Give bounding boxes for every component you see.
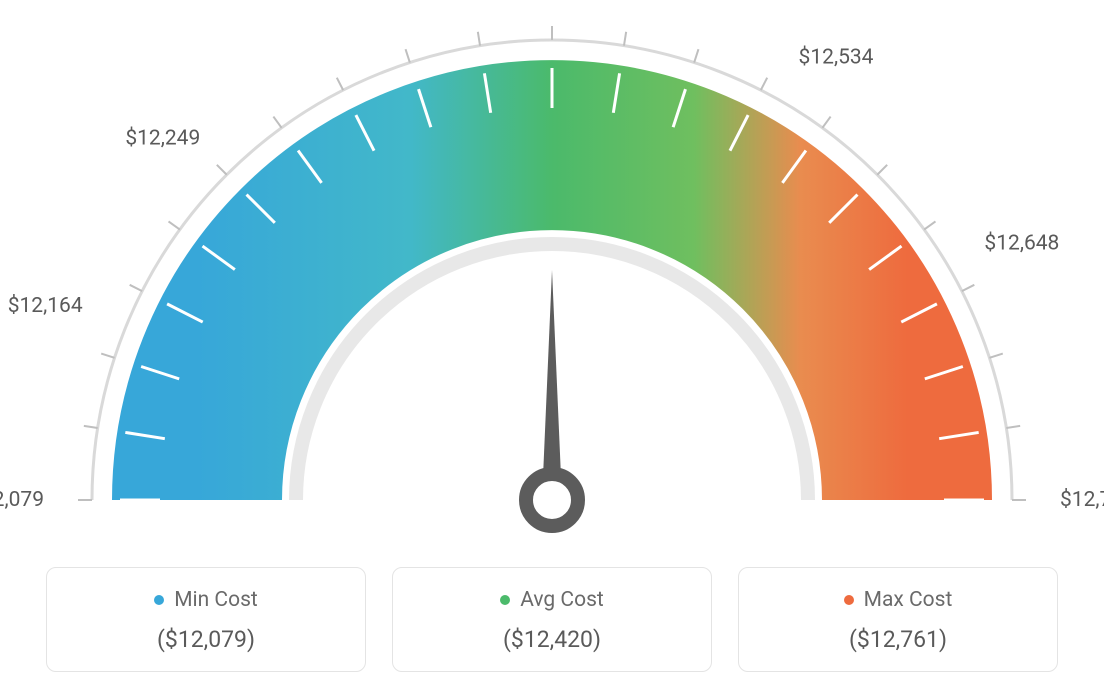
dot-max	[844, 595, 854, 605]
dot-avg	[500, 595, 510, 605]
dot-min	[154, 595, 164, 605]
gauge-area: $12,079$12,164$12,249$12,420$12,534$12,6…	[0, 0, 1104, 560]
legend-title-max-text: Max Cost	[864, 588, 953, 612]
scale-label: $12,534	[799, 46, 874, 70]
gauge-svg	[52, 15, 1052, 575]
legend-value-avg: ($12,420)	[403, 626, 701, 653]
legend-title-min-text: Min Cost	[174, 588, 258, 612]
scale-label: $12,079	[0, 488, 44, 512]
cost-gauge-chart: $12,079$12,164$12,249$12,420$12,534$12,6…	[0, 0, 1104, 690]
legend-value-max: ($12,761)	[749, 626, 1047, 653]
scale-label: $12,761	[1060, 488, 1104, 512]
legend-title-min: Min Cost	[154, 588, 258, 612]
scale-label: $12,249	[125, 126, 200, 150]
legend-title-avg: Avg Cost	[500, 588, 604, 612]
legend-value-min: ($12,079)	[57, 626, 355, 653]
legend-title-avg-text: Avg Cost	[520, 588, 604, 612]
legend-row: Min Cost ($12,079) Avg Cost ($12,420) Ma…	[0, 567, 1104, 672]
legend-card-min: Min Cost ($12,079)	[46, 567, 366, 672]
legend-card-max: Max Cost ($12,761)	[738, 567, 1058, 672]
legend-title-max: Max Cost	[844, 588, 953, 612]
legend-card-avg: Avg Cost ($12,420)	[392, 567, 712, 672]
scale-label: $12,164	[8, 294, 83, 318]
scale-label: $12,648	[984, 232, 1059, 256]
